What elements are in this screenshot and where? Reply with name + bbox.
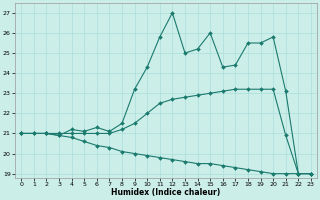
X-axis label: Humidex (Indice chaleur): Humidex (Indice chaleur) bbox=[111, 188, 221, 197]
